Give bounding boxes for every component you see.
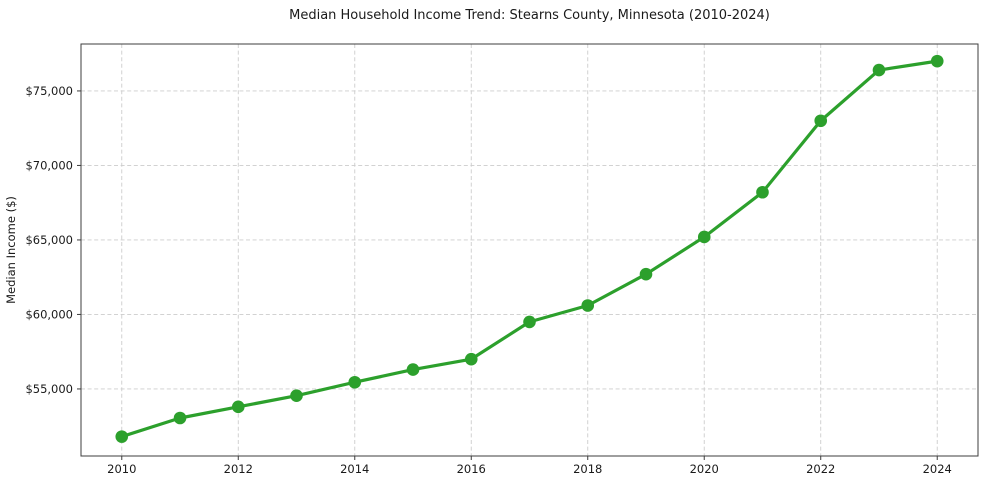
y-tick-label: $60,000 xyxy=(25,307,73,321)
x-tick-label: 2010 xyxy=(107,462,136,476)
data-point-2011 xyxy=(173,411,187,425)
x-tick-label: 2014 xyxy=(340,462,369,476)
x-tick-label: 2020 xyxy=(690,462,719,476)
x-tick-label: 2016 xyxy=(457,462,486,476)
data-point-2017 xyxy=(523,315,536,329)
x-tick-label: 2024 xyxy=(923,462,952,476)
data-point-2021 xyxy=(756,185,769,199)
data-point-2016 xyxy=(464,352,478,366)
data-point-2024 xyxy=(930,54,944,68)
data-point-2015 xyxy=(406,363,420,376)
data-point-2014 xyxy=(348,375,362,389)
data-point-2013 xyxy=(290,389,303,402)
data-point-2010 xyxy=(115,430,129,443)
y-tick-label: $75,000 xyxy=(25,84,73,98)
data-point-2023 xyxy=(872,63,886,77)
axes-frame xyxy=(80,43,979,457)
y-tick-label: $65,000 xyxy=(25,233,73,247)
y-axis-label: Median Income ($) xyxy=(4,196,18,304)
trend-line xyxy=(120,59,939,439)
y-tick-label: $55,000 xyxy=(25,382,73,396)
data-point-2012 xyxy=(231,400,245,414)
x-tick-label: 2022 xyxy=(806,462,835,476)
y-tick-label: $70,000 xyxy=(25,158,73,172)
data-point-2020 xyxy=(697,230,711,244)
data-point-2018 xyxy=(581,299,595,312)
data-point-2019 xyxy=(639,267,653,281)
x-tick-label: 2018 xyxy=(573,462,602,476)
x-tick-label: 2012 xyxy=(224,462,253,476)
data-point-2022 xyxy=(814,114,828,128)
chart-title: Median Household Income Trend: Stearns C… xyxy=(289,8,770,23)
